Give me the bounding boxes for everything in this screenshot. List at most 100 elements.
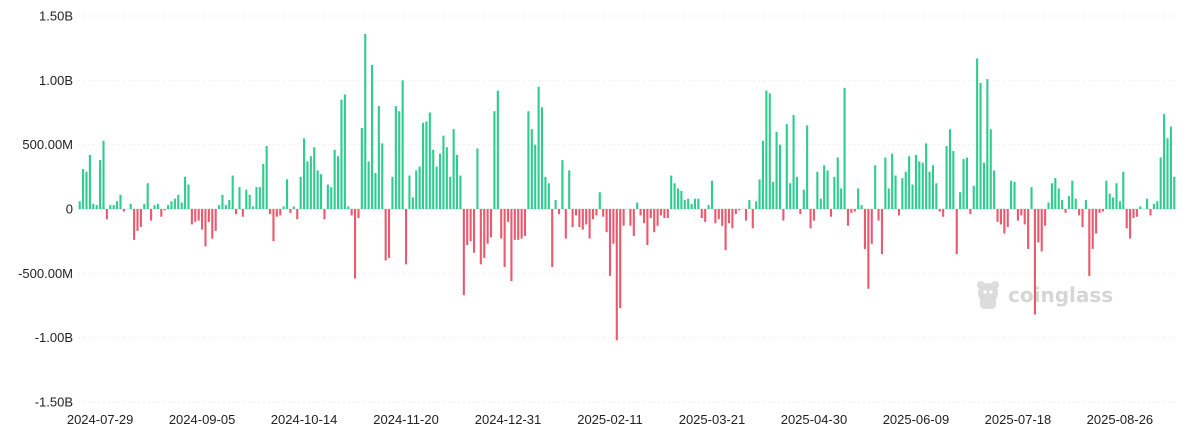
bar[interactable] [795, 176, 799, 209]
bar[interactable] [1159, 157, 1162, 209]
bar[interactable] [731, 209, 734, 229]
bar[interactable] [292, 206, 295, 209]
bar[interactable] [629, 209, 632, 226]
bar[interactable] [367, 161, 370, 209]
bar[interactable] [700, 209, 703, 219]
bar[interactable] [116, 201, 119, 209]
bar[interactable] [744, 209, 748, 221]
bar[interactable] [1163, 113, 1166, 209]
bar[interactable] [435, 166, 438, 209]
bar[interactable] [904, 171, 907, 209]
bar[interactable] [670, 175, 673, 209]
bar[interactable] [982, 162, 985, 209]
bar[interactable] [1013, 181, 1016, 209]
bar[interactable] [955, 209, 958, 255]
bar[interactable] [197, 209, 200, 221]
bar[interactable] [840, 188, 843, 209]
bar[interactable] [734, 209, 737, 215]
bar[interactable] [252, 206, 255, 209]
bar[interactable] [925, 143, 928, 209]
bar[interactable] [792, 115, 795, 209]
bar[interactable] [938, 209, 941, 212]
bar[interactable] [370, 64, 374, 209]
bar[interactable] [506, 209, 510, 222]
bar[interactable] [1047, 202, 1050, 209]
bar[interactable] [673, 183, 676, 209]
bar[interactable] [180, 202, 183, 209]
bar[interactable] [829, 209, 833, 217]
bar[interactable] [948, 129, 951, 209]
bar[interactable] [1057, 188, 1060, 209]
bar[interactable] [809, 209, 812, 229]
bar[interactable] [683, 199, 686, 209]
bar[interactable] [775, 131, 778, 209]
bar[interactable] [204, 209, 207, 247]
bar[interactable] [486, 209, 489, 244]
bar[interactable] [513, 209, 516, 240]
bar[interactable] [1010, 180, 1013, 209]
bar[interactable] [942, 209, 945, 217]
bar[interactable] [823, 165, 826, 209]
bar[interactable] [241, 209, 244, 217]
bar[interactable] [224, 205, 227, 209]
bar[interactable] [129, 203, 132, 209]
bar[interactable] [778, 144, 782, 209]
bar[interactable] [884, 157, 887, 209]
bar[interactable] [160, 209, 163, 217]
bar[interactable] [299, 176, 302, 209]
bar[interactable] [340, 99, 343, 209]
bar[interactable] [1112, 197, 1115, 209]
bar[interactable] [476, 148, 479, 209]
bar[interactable] [986, 79, 989, 209]
bar[interactable] [639, 209, 642, 216]
bar[interactable] [364, 34, 367, 210]
bar[interactable] [207, 209, 210, 222]
bar[interactable] [398, 111, 401, 209]
bar[interactable] [819, 198, 822, 209]
bar[interactable] [585, 209, 588, 225]
bar[interactable] [503, 209, 506, 267]
bar[interactable] [1081, 209, 1084, 228]
bar[interactable] [360, 127, 363, 209]
bar[interactable] [843, 88, 846, 209]
bar[interactable] [187, 184, 190, 209]
bar[interactable] [173, 198, 176, 209]
bar[interactable] [1027, 209, 1030, 249]
bar[interactable] [758, 179, 761, 209]
bar[interactable] [816, 171, 819, 209]
bar[interactable] [632, 209, 635, 237]
bar[interactable] [143, 203, 146, 209]
bar[interactable] [908, 156, 911, 209]
bar[interactable] [1169, 126, 1172, 209]
bar[interactable] [235, 209, 238, 215]
bar[interactable] [891, 153, 894, 209]
bar[interactable] [836, 157, 839, 209]
bar[interactable] [863, 209, 867, 249]
bar[interactable] [1101, 209, 1104, 212]
bar[interactable] [530, 129, 533, 209]
bar[interactable] [255, 187, 258, 209]
bar[interactable] [1098, 209, 1101, 213]
bar[interactable] [527, 111, 530, 209]
bar[interactable] [853, 209, 856, 212]
bar[interactable] [374, 172, 377, 209]
bar[interactable] [574, 209, 578, 216]
bar[interactable] [833, 176, 836, 209]
bar[interactable] [976, 58, 979, 210]
bar[interactable] [918, 161, 921, 209]
bar[interactable] [578, 209, 581, 228]
bar[interactable] [710, 180, 714, 209]
bar[interactable] [765, 90, 768, 209]
bar[interactable] [102, 140, 105, 209]
bar[interactable] [1044, 209, 1047, 226]
bar[interactable] [812, 209, 816, 221]
bar[interactable] [880, 209, 884, 255]
bar[interactable] [704, 209, 707, 222]
bar[interactable] [1064, 209, 1067, 213]
bar[interactable] [394, 106, 397, 209]
bar[interactable] [693, 198, 697, 209]
bar[interactable] [136, 209, 139, 231]
bar[interactable] [323, 209, 326, 220]
bar[interactable] [496, 90, 499, 209]
bar[interactable] [1132, 209, 1135, 219]
